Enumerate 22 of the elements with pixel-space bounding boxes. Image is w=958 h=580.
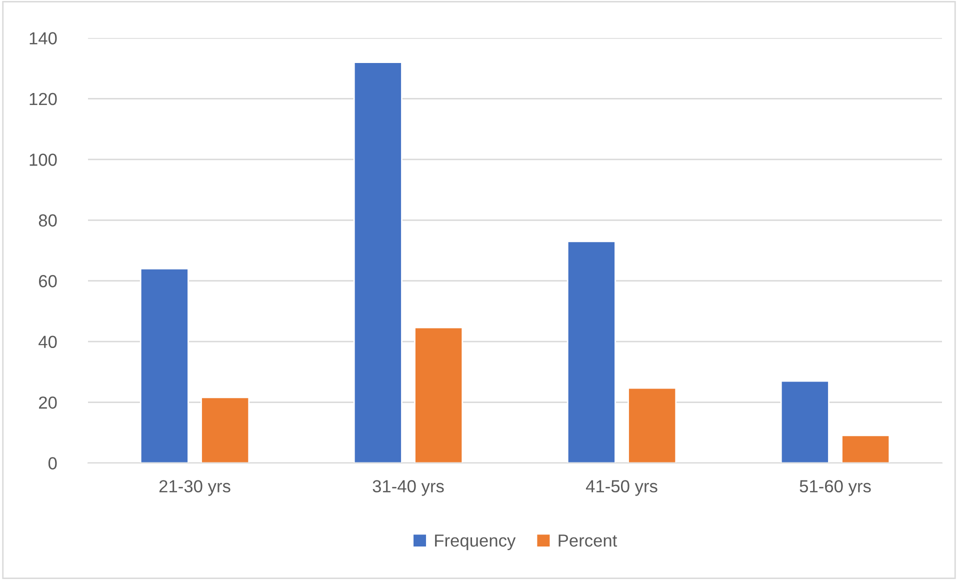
- bar: [200, 396, 250, 463]
- y-tick-label: 100: [30, 154, 57, 166]
- y-tick-label: 80: [38, 214, 57, 227]
- legend-label: Percent: [558, 534, 618, 547]
- x-tick-label: 51-60 yrs: [800, 480, 871, 496]
- y-tick-label: 60: [39, 275, 57, 288]
- x-tick-label: 31-40 yrs: [372, 480, 444, 496]
- bar: [414, 326, 464, 463]
- bar: [140, 268, 189, 463]
- y-tick-label: 0: [48, 457, 57, 470]
- y-tick-label: 120: [30, 92, 57, 106]
- bar: [566, 240, 616, 463]
- bar: [841, 434, 890, 463]
- bar: [628, 387, 677, 463]
- y-tick-label: 40: [38, 336, 57, 348]
- x-tick-label: 21-30 yrs: [159, 480, 230, 496]
- legend-label: Frequency: [435, 534, 516, 550]
- y-tick-label: 140: [30, 32, 57, 44]
- bar: [353, 62, 402, 463]
- bar: [780, 380, 830, 463]
- x-tick-label: 41-50 yrs: [586, 480, 658, 496]
- y-tick-label: 20: [39, 396, 57, 409]
